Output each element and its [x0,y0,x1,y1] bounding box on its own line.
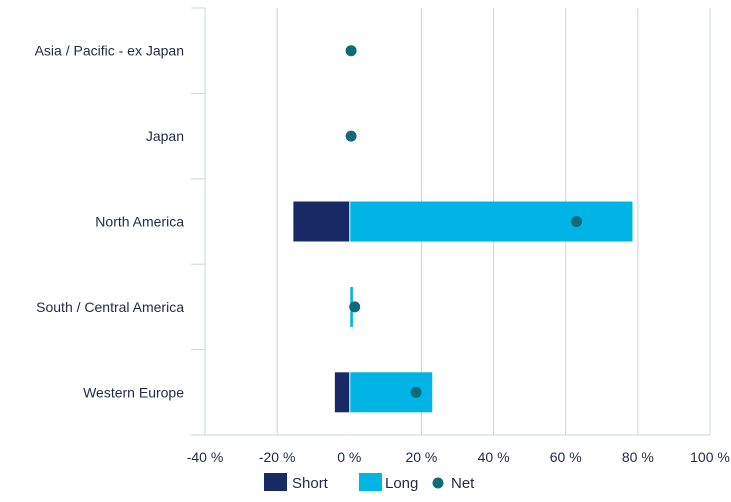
legend-label: Long [385,475,418,492]
legend: Short Long Net [264,473,475,492]
net-markers [345,45,583,398]
x-tick-label: 20 % [405,449,437,465]
x-tick-label: 40 % [478,449,510,465]
x-tick-label: 80 % [622,449,654,465]
category-label: South / Central America [36,299,184,315]
net-dot [571,216,583,227]
category-label: North America [95,214,184,230]
bar-long [350,201,633,242]
legend-swatch [359,473,382,491]
net-dot [345,130,357,142]
x-tick-label: -40 % [187,449,224,465]
x-tick-label: -20 % [259,449,296,465]
tick-labels: -40 % -20 % 0 % 20 % 40 % 60 % 80 % 100 % [187,449,730,465]
legend-label: Short [292,475,329,492]
category-labels: Asia / Pacific - ex Japan Japan North Amer… [35,43,185,401]
net-dot [349,301,361,313]
legend-swatch [432,477,444,489]
x-tick-label: 60 % [550,449,582,465]
legend-label: Net [451,475,475,492]
net-dot [345,45,357,57]
x-tick-label: 100 % [690,449,730,465]
legend-swatch [264,473,287,491]
category-label: Western Europe [83,384,184,400]
category-label: Japan [146,128,184,144]
x-tick-label: 0 % [337,449,361,465]
category-label: Asia / Pacific - ex Japan [35,43,184,59]
net-dot [410,386,422,398]
bar-short [334,372,350,413]
bar-series [293,201,633,413]
bar-short [293,201,350,242]
